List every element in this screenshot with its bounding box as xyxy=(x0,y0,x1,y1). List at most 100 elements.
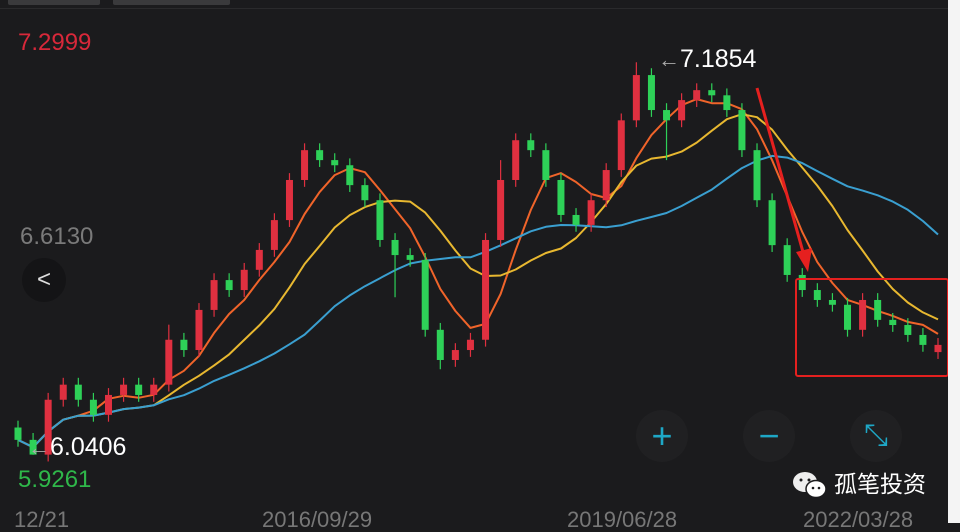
candle-up xyxy=(512,133,520,187)
candle-up xyxy=(195,303,203,357)
candle-up xyxy=(466,332,474,357)
candle-up xyxy=(934,338,942,359)
candle-body xyxy=(421,259,429,330)
candle-down xyxy=(708,83,716,103)
zoom-in-button[interactable]: + xyxy=(636,410,688,462)
candle-body xyxy=(497,179,505,240)
candle-down xyxy=(798,268,806,297)
candle-down xyxy=(723,88,731,117)
candle-up xyxy=(859,293,867,337)
candle-down xyxy=(391,233,399,298)
fullscreen-button[interactable]: ⤡ xyxy=(850,410,902,462)
candle-body xyxy=(165,339,173,385)
candle-up xyxy=(617,113,625,177)
candle-body xyxy=(512,140,520,180)
candle-down xyxy=(663,103,671,161)
candle-down xyxy=(919,328,927,352)
candle-up xyxy=(165,324,173,392)
candle-down xyxy=(331,153,339,173)
candle-up xyxy=(150,377,158,402)
candle-down xyxy=(844,297,852,337)
candle-body xyxy=(527,140,535,151)
zoom-out-button[interactable]: − xyxy=(743,410,795,462)
candle-down xyxy=(14,420,22,447)
candle-body xyxy=(29,439,37,455)
candle-body xyxy=(617,120,625,171)
candle-body xyxy=(693,90,701,101)
candle-up xyxy=(693,83,701,107)
candle-body xyxy=(798,274,806,291)
candle-up xyxy=(104,388,112,422)
candlestick-chart[interactable] xyxy=(0,0,948,523)
candle-body xyxy=(738,110,746,151)
candle-body xyxy=(376,200,384,240)
candle-down xyxy=(572,208,580,232)
watermark: 孤笔投资 xyxy=(792,470,926,500)
candle-body xyxy=(74,384,82,400)
candle-down xyxy=(904,318,912,342)
candle-down xyxy=(753,143,761,208)
candle-body xyxy=(904,325,912,335)
candle-body xyxy=(180,339,188,351)
candle-up xyxy=(632,62,640,128)
candle-body xyxy=(270,220,278,250)
candle-up xyxy=(301,143,309,187)
candle-up xyxy=(482,233,490,347)
candle-body xyxy=(44,399,52,455)
candle-down xyxy=(135,377,143,402)
candle-body xyxy=(557,179,565,215)
candle-down xyxy=(225,273,233,297)
candle-down xyxy=(889,313,897,332)
tab[interactable] xyxy=(113,0,230,5)
ma10-line xyxy=(17,113,939,449)
price-label-bottom: 5.9261 xyxy=(18,466,92,493)
candle-body xyxy=(647,75,655,111)
low-annotation: ←6.0406 xyxy=(28,434,126,461)
candle-body xyxy=(346,165,354,186)
candle-down xyxy=(406,248,414,267)
candle-body xyxy=(542,150,550,180)
candle-body xyxy=(210,280,218,310)
ma20-line xyxy=(17,154,939,449)
candle-up xyxy=(285,173,293,227)
candle-body xyxy=(587,200,595,225)
candle-body xyxy=(934,344,942,353)
plus-icon: + xyxy=(651,415,673,456)
tab[interactable] xyxy=(8,0,100,5)
trend-arrow xyxy=(755,87,812,272)
high-value: 7.1854 xyxy=(680,45,757,73)
candle-down xyxy=(783,238,791,282)
candle-down xyxy=(738,103,746,158)
candle-body xyxy=(225,280,233,291)
moving-average-lines xyxy=(17,98,939,449)
candle-body xyxy=(104,394,112,415)
arrow-left-icon: ← xyxy=(28,435,50,460)
arrow-left-icon: ← xyxy=(658,47,680,72)
candle-down xyxy=(828,293,836,312)
wechat-icon xyxy=(793,472,827,499)
candle-body xyxy=(451,350,459,360)
top-tab-bar xyxy=(0,0,948,9)
candle-body xyxy=(285,179,293,221)
back-button[interactable]: < xyxy=(22,258,66,302)
candle-body xyxy=(436,329,444,360)
candle-body xyxy=(301,150,309,180)
candle-body xyxy=(723,95,731,111)
candle-body xyxy=(783,245,791,275)
candle-body xyxy=(919,334,927,345)
watermark-text: 孤笔投资 xyxy=(834,472,926,498)
candle-body xyxy=(874,299,882,320)
low-value: 6.0406 xyxy=(50,433,127,461)
price-label-top: 7.2999 xyxy=(18,29,92,56)
candle-down xyxy=(316,143,324,167)
candle-down xyxy=(527,133,535,158)
candle-down xyxy=(436,322,444,370)
candle-body xyxy=(482,239,490,340)
candle-body xyxy=(572,214,580,225)
candle-body xyxy=(602,170,610,201)
candle-down xyxy=(557,173,565,222)
candle-body xyxy=(89,399,97,415)
candle-down xyxy=(542,143,550,187)
candle-up xyxy=(59,377,67,407)
candle-body xyxy=(135,384,143,395)
